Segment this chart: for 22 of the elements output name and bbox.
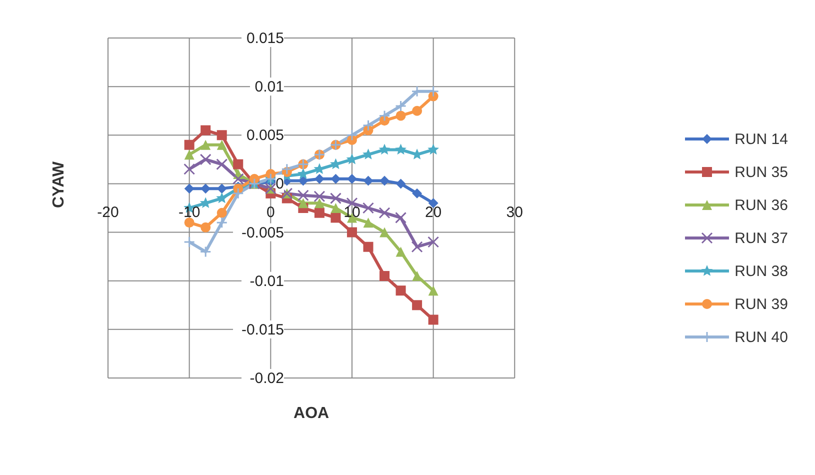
x-tick-label: 20 — [424, 204, 442, 221]
x-tick-label: -10 — [178, 204, 200, 221]
y-tick-label: -0.005 — [241, 224, 284, 242]
x-tick-label: 30 — [506, 204, 523, 221]
x-tick-label: 10 — [344, 204, 360, 221]
x-axis-title: AOA — [294, 405, 330, 422]
y-tick-label: 0.01 — [254, 78, 284, 96]
x-tick-label: -20 — [97, 204, 119, 221]
legend-label: RUN 40 — [734, 328, 788, 346]
y-tick-label: -0.01 — [250, 272, 284, 290]
y-tick-label: 0.015 — [246, 30, 284, 47]
legend-label: RUN 35 — [734, 164, 788, 180]
y-tick-label: -0.015 — [241, 321, 284, 338]
y-axis-title: CYAW — [50, 160, 68, 208]
legend-label: RUN 36 — [734, 196, 788, 214]
legend-label: RUN 14 — [734, 130, 788, 148]
legend-label: RUN 39 — [734, 296, 788, 312]
legend-label: RUN 37 — [734, 230, 788, 246]
y-tick-label: 0 — [276, 176, 284, 193]
y-tick-label: 0.005 — [246, 127, 284, 144]
legend-label: RUN 38 — [734, 262, 788, 280]
y-tick-label: -0.02 — [250, 370, 284, 387]
